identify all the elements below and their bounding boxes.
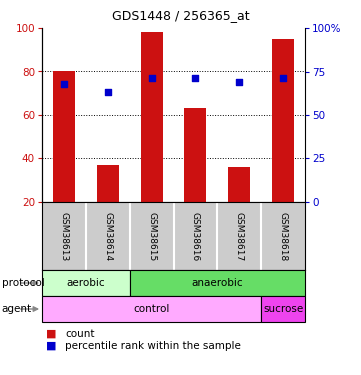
Text: sucrose: sucrose	[263, 304, 303, 314]
Text: GSM38616: GSM38616	[191, 212, 200, 261]
Point	[61, 81, 67, 87]
Point	[236, 79, 242, 85]
Text: count: count	[65, 329, 95, 339]
Text: agent: agent	[2, 304, 32, 314]
Text: GSM38614: GSM38614	[103, 212, 112, 261]
Bar	[272, 39, 294, 202]
Text: GDS1448 / 256365_at: GDS1448 / 256365_at	[112, 9, 249, 22]
Point	[149, 75, 155, 81]
Bar	[97, 165, 119, 202]
Text: GSM38615: GSM38615	[147, 212, 156, 261]
Text: GSM38613: GSM38613	[60, 212, 69, 261]
Text: protocol: protocol	[2, 278, 44, 288]
Bar	[141, 32, 162, 202]
Text: aerobic: aerobic	[66, 278, 105, 288]
Text: percentile rank within the sample: percentile rank within the sample	[65, 341, 242, 351]
Text: GSM38617: GSM38617	[235, 212, 244, 261]
Point	[280, 75, 286, 81]
Bar	[228, 167, 250, 202]
Text: ■: ■	[45, 341, 56, 351]
Text: anaerobic: anaerobic	[192, 278, 243, 288]
Bar	[42, 270, 130, 296]
Bar	[130, 270, 305, 296]
Bar	[42, 296, 261, 322]
Point	[192, 75, 198, 81]
Text: control: control	[134, 304, 170, 314]
Point	[105, 89, 110, 95]
Bar	[261, 296, 305, 322]
Bar	[184, 108, 206, 202]
Text: GSM38618: GSM38618	[279, 212, 288, 261]
Text: ■: ■	[45, 329, 56, 339]
Bar	[53, 72, 75, 202]
